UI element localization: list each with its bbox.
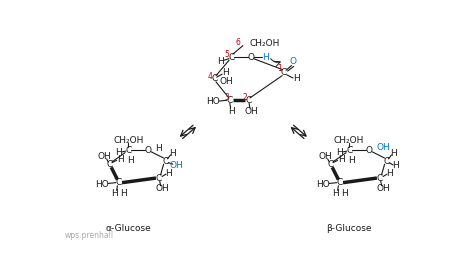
Text: H: H	[222, 68, 228, 77]
Text: HO: HO	[95, 180, 109, 189]
Text: OH: OH	[220, 77, 234, 86]
Text: C: C	[156, 173, 162, 183]
Text: C: C	[377, 173, 383, 183]
Text: CH₂OH: CH₂OH	[334, 136, 365, 145]
Text: C: C	[211, 74, 218, 83]
Text: H: H	[116, 148, 122, 157]
Text: HO: HO	[316, 180, 330, 189]
Text: C: C	[125, 146, 131, 155]
Text: CH₂OH: CH₂OH	[113, 136, 143, 145]
Text: C: C	[346, 146, 352, 155]
Text: H: H	[292, 74, 300, 83]
Text: OH: OH	[376, 143, 390, 152]
Text: O: O	[145, 146, 152, 155]
Text: H: H	[127, 156, 134, 165]
Text: H: H	[348, 156, 355, 165]
Text: 5: 5	[224, 50, 229, 59]
Text: H: H	[338, 155, 345, 164]
Text: 2: 2	[243, 93, 247, 102]
Text: C: C	[337, 178, 343, 187]
Text: C: C	[107, 160, 113, 169]
Text: HO: HO	[206, 97, 220, 106]
Text: C: C	[245, 96, 251, 105]
Text: β-Glucose: β-Glucose	[327, 224, 372, 233]
Text: OH: OH	[155, 184, 169, 193]
Text: H: H	[120, 189, 127, 198]
Text: O: O	[248, 53, 255, 62]
Text: C: C	[328, 160, 334, 169]
Text: C: C	[116, 178, 122, 187]
Text: H: H	[262, 53, 269, 62]
Text: α-Glucose: α-Glucose	[105, 224, 151, 233]
Text: H: H	[217, 57, 224, 66]
Text: H: H	[228, 107, 235, 115]
Text: H: H	[165, 169, 172, 178]
Text: OH: OH	[245, 107, 258, 115]
Text: H: H	[170, 149, 176, 158]
Text: wps.prenhall: wps.prenhall	[65, 231, 114, 240]
Text: 6: 6	[236, 38, 241, 47]
Text: H: H	[337, 148, 343, 157]
Text: 4: 4	[208, 72, 212, 81]
Text: C: C	[227, 96, 233, 105]
Text: C: C	[383, 157, 389, 166]
Text: C: C	[228, 53, 235, 62]
Text: O: O	[290, 57, 296, 66]
Text: OH: OH	[376, 184, 390, 193]
Text: O: O	[366, 146, 373, 155]
Text: H: H	[111, 189, 118, 198]
Text: H: H	[117, 155, 124, 164]
Text: 3: 3	[224, 93, 229, 102]
Text: H: H	[391, 149, 397, 158]
Text: H: H	[155, 144, 163, 153]
Text: OH: OH	[319, 152, 332, 161]
Text: H: H	[392, 161, 399, 170]
Text: C: C	[281, 68, 287, 77]
Text: C: C	[162, 157, 168, 166]
Text: H: H	[386, 169, 392, 178]
Text: OH: OH	[169, 161, 183, 170]
Text: CH₂OH: CH₂OH	[249, 39, 280, 48]
Text: OH: OH	[98, 152, 111, 161]
Text: H: H	[332, 189, 339, 198]
Text: H: H	[341, 189, 348, 198]
Text: 1: 1	[277, 64, 282, 73]
